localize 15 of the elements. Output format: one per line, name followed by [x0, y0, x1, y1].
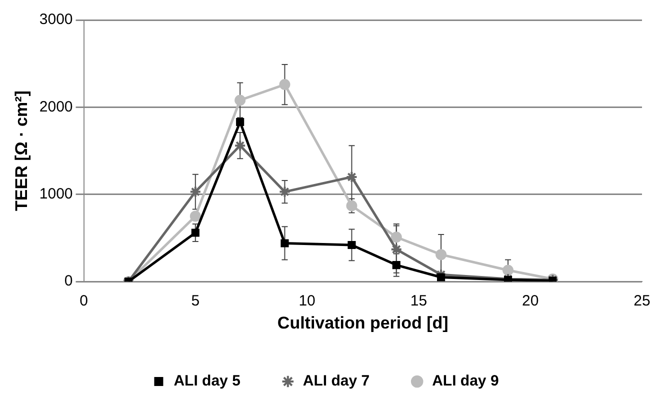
y-tick-label: 3000 [39, 11, 73, 28]
x-tick-label: 15 [410, 292, 428, 310]
y-tick-label: 0 [64, 272, 73, 290]
legend-label: ALI day 5 [174, 372, 240, 390]
y-tick-label: 1000 [39, 186, 73, 203]
legend-label: ALI day 9 [432, 372, 499, 390]
y-tick-label: 2000 [39, 98, 73, 116]
x-tick-label: 0 [80, 292, 88, 310]
y-axis-title: TEER [Ω · cm²] [12, 90, 31, 211]
x-tick-label: 20 [522, 292, 539, 310]
x-tick-label: 25 [634, 292, 650, 310]
x-axis-title: Cultivation period [d] [277, 313, 448, 332]
legend-label: ALI day 7 [302, 372, 370, 390]
x-tick-label: 5 [191, 292, 200, 310]
x-tick-label: 10 [298, 292, 316, 310]
